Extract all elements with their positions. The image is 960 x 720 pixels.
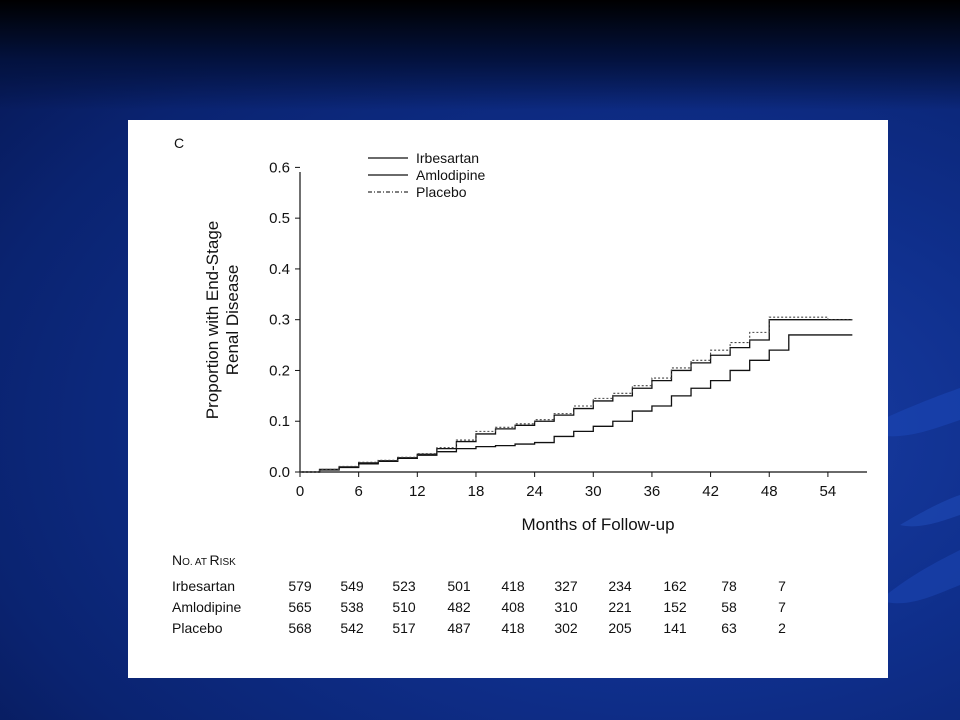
y-tick-label: 0.5 [269, 210, 290, 227]
risk-value: 549 [340, 578, 364, 594]
chart-panel: C 0 6 12 18 24 30 36 42 48 54 0.0 0.1 0.2 0.3 0.4 0.5 0.… [128, 120, 888, 678]
risk-value: 487 [447, 620, 471, 636]
risk-value: 418 [501, 578, 525, 594]
series-line-irbesartan [300, 334, 853, 473]
x-tick-label: 24 [526, 483, 543, 500]
risk-value: 205 [608, 620, 632, 636]
y-axis-label: Proportion with End-Stage Renal Disease [203, 221, 242, 419]
risk-value: 579 [288, 578, 312, 594]
legend-label: Irbesartan [416, 150, 479, 166]
risk-value: 482 [447, 599, 471, 615]
y-tick-label: 0.0 [269, 464, 290, 481]
risk-value: 327 [554, 578, 578, 594]
y-tick-label: 0.1 [269, 413, 290, 430]
risk-value: 542 [340, 620, 364, 636]
y-tick-label: 0.2 [269, 362, 290, 379]
risk-value: 58 [721, 599, 737, 615]
title-bar-background [0, 0, 960, 110]
y-tick-label: 0.3 [269, 312, 290, 329]
x-tick-label: 6 [354, 483, 362, 500]
risk-table-title: NO. AT RISK [172, 552, 236, 568]
km-chart: C 0 6 12 18 24 30 36 42 48 54 0.0 0.1 0.2 0.3 0.4 0.5 0.… [174, 135, 867, 534]
risk-value: 418 [501, 620, 525, 636]
risk-value: 408 [501, 599, 525, 615]
x-tick-label: 54 [820, 483, 837, 500]
x-tick-label: 18 [468, 483, 485, 500]
y-tick-label: 0.4 [269, 261, 290, 278]
series-line-amlodipine [300, 319, 853, 473]
risk-row-amlodipine: Amlodipine 565 538 510 482 408 310 221 152 58 7 [172, 599, 872, 617]
risk-row-label: Irbesartan [172, 578, 236, 594]
y-axis-label-line-2: Renal Disease [223, 265, 242, 376]
risk-row-label: Placebo [172, 620, 223, 636]
panel-label: C [174, 135, 184, 151]
x-tick-label: 36 [644, 483, 661, 500]
legend-label: Amlodipine [416, 167, 485, 183]
risk-value: 152 [663, 599, 687, 615]
risk-value: 7 [778, 599, 786, 615]
risk-row-placebo: Placebo 568 542 517 487 418 302 205 141 63 2 [172, 620, 872, 638]
risk-value: 310 [554, 599, 578, 615]
risk-value: 2 [778, 620, 786, 636]
risk-value: 162 [663, 578, 687, 594]
x-tick-label: 0 [296, 483, 304, 500]
risk-value: 7 [778, 578, 786, 594]
risk-value: 234 [608, 578, 632, 594]
risk-title-n: N [172, 552, 183, 568]
y-axis-label-line-1: Proportion with End-Stage [203, 221, 222, 419]
risk-value: 538 [340, 599, 364, 615]
risk-title-isk: ISK [219, 557, 236, 568]
x-tick-label: 12 [409, 483, 426, 500]
risk-value: 221 [608, 599, 632, 615]
legend-label: Placebo [416, 184, 467, 200]
x-axis-label: Months of Follow-up [521, 515, 674, 534]
risk-title-o-at: O. AT [182, 557, 210, 568]
x-tick-label: 42 [702, 483, 719, 500]
risk-value: 302 [554, 620, 578, 636]
risk-value: 568 [288, 620, 312, 636]
x-tick-label: 48 [761, 483, 778, 500]
risk-row-irbesartan: Irbesartan 579 549 523 501 418 327 234 162 78 7 [172, 578, 872, 596]
risk-value: 501 [447, 578, 471, 594]
y-tick-label: 0.6 [269, 159, 290, 176]
risk-value: 565 [288, 599, 312, 615]
risk-row-label: Amlodipine [172, 599, 242, 615]
risk-value: 141 [663, 620, 687, 636]
risk-value: 63 [721, 620, 737, 636]
risk-value: 78 [721, 578, 737, 594]
risk-value: 517 [392, 620, 416, 636]
risk-value: 510 [392, 599, 416, 615]
x-tick-label: 30 [585, 483, 602, 500]
risk-title-r: R [209, 552, 220, 568]
axes: 0 6 12 18 24 30 36 42 48 54 0.0 0.1 0.2 0.3 0.4 0.5 0.6 [269, 159, 867, 500]
series-layer [300, 316, 853, 473]
risk-value: 523 [392, 578, 416, 594]
